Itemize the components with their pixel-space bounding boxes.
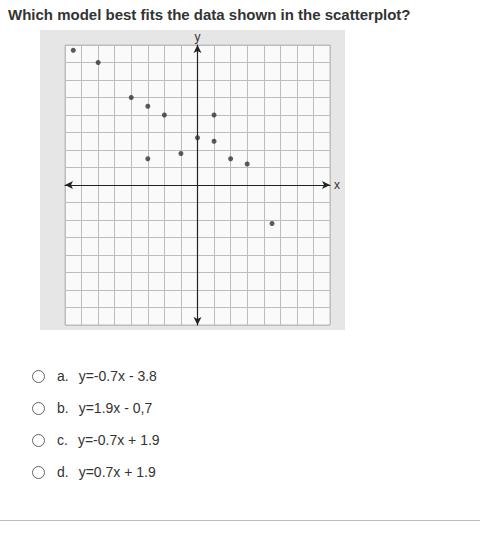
- html-text:b.: b.: [57, 400, 69, 416]
- html-text:d.: d.: [57, 464, 69, 480]
- svg-text:x: x: [334, 178, 340, 192]
- html-text:y=1.9x - 0,7: y=1.9x - 0,7: [78, 400, 153, 416]
- html-text:a.: a.: [57, 368, 69, 384]
- html-text:y=0.7x + 1.9: y=0.7x + 1.9: [78, 464, 156, 480]
- svg-text:y: y: [195, 30, 201, 44]
- html-text:y=-0.7x + 1.9: y=-0.7x + 1.9: [77, 432, 160, 448]
- html-text:c.: c.: [57, 432, 68, 448]
- html-text:y=-0.7x - 3.8: y=-0.7x - 3.8: [78, 368, 157, 384]
- html-text:Which model best fits the data: Which model best fits the data shown in …: [8, 6, 411, 23]
